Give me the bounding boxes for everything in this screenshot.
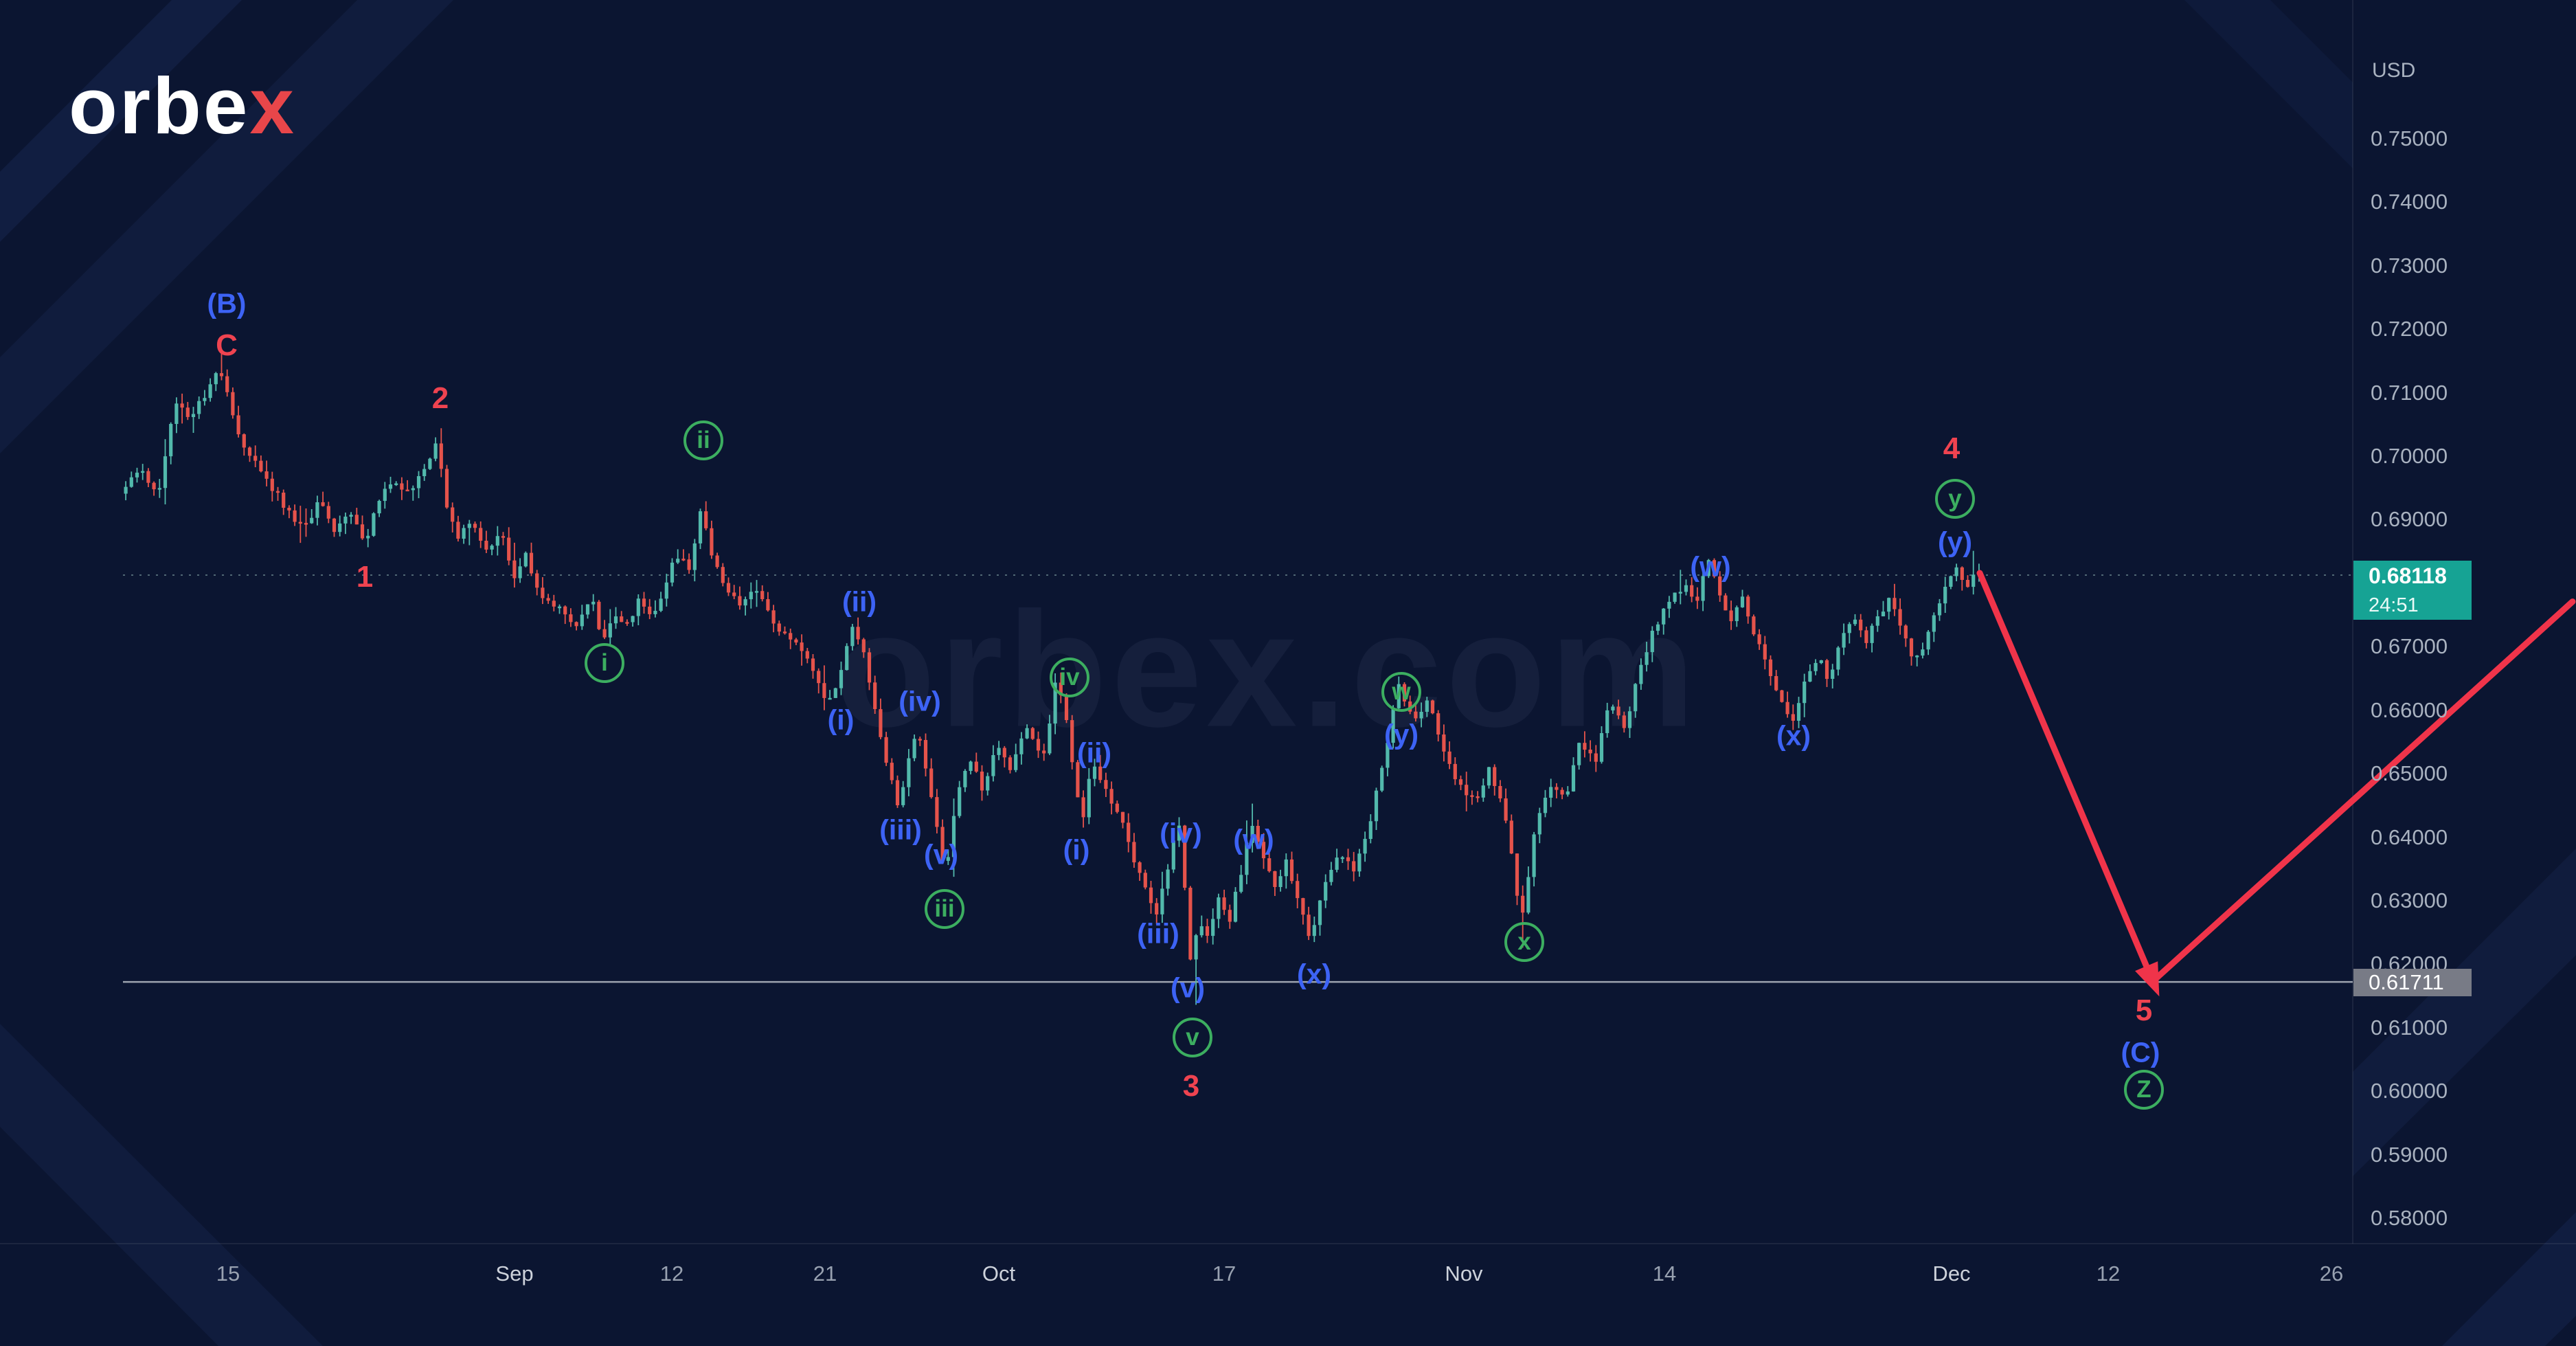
price-tick: 0.66000	[2371, 697, 2448, 722]
time-tick: Sep	[495, 1261, 534, 1286]
watermark: orbex.com	[835, 579, 1699, 761]
logo-accent-x: x	[249, 61, 296, 150]
price-tick: 0.74000	[2371, 190, 2448, 214]
time-tick: 17	[1212, 1261, 1236, 1286]
time-tick: 12	[2096, 1261, 2121, 1286]
time-tick: Oct	[982, 1261, 1016, 1286]
time-tick: 12	[659, 1261, 684, 1286]
price-tick: 0.58000	[2371, 1206, 2448, 1230]
price-tick: 0.72000	[2371, 317, 2448, 341]
price-axis[interactable]: USD 0.75000 0.74000 0.73000 0.72000 0.71000 0…	[2353, 0, 2576, 1346]
time-tick: Dec	[1932, 1261, 1971, 1286]
bar-countdown: 24:51	[2369, 594, 2419, 616]
price-tick: 0.61000	[2371, 1015, 2448, 1040]
current-price-value: 0.68118	[2369, 563, 2447, 588]
logo-text: orbe	[69, 61, 250, 150]
price-tick: 0.70000	[2371, 444, 2448, 469]
currency-label: USD	[2372, 59, 2416, 82]
time-tick: 21	[813, 1261, 837, 1286]
price-tick: 0.67000	[2371, 634, 2448, 659]
time-axis[interactable]: 15 Sep 12 21 Oct 17 Nov 14 Dec 12 26	[0, 1245, 2576, 1293]
price-tick: 0.64000	[2371, 825, 2448, 849]
price-tick: 0.65000	[2371, 761, 2448, 786]
current-price-badge: 0.68118 24:51	[2353, 560, 2472, 620]
price-tick: 0.75000	[2371, 126, 2448, 150]
price-tick: 0.73000	[2371, 253, 2448, 278]
support-level-badge: 0.61711	[2353, 969, 2472, 997]
price-tick: 0.69000	[2371, 507, 2448, 532]
time-tick: Nov	[1445, 1261, 1483, 1286]
price-tick: 0.60000	[2371, 1079, 2448, 1103]
price-tick: 0.63000	[2371, 888, 2448, 912]
time-tick: 14	[1652, 1261, 1677, 1286]
price-tick: 0.59000	[2371, 1142, 2448, 1167]
orbex-logo: orbex	[69, 66, 296, 146]
time-tick: 26	[2319, 1261, 2344, 1286]
price-tick: 0.71000	[2371, 380, 2448, 405]
time-tick: 15	[216, 1261, 240, 1286]
